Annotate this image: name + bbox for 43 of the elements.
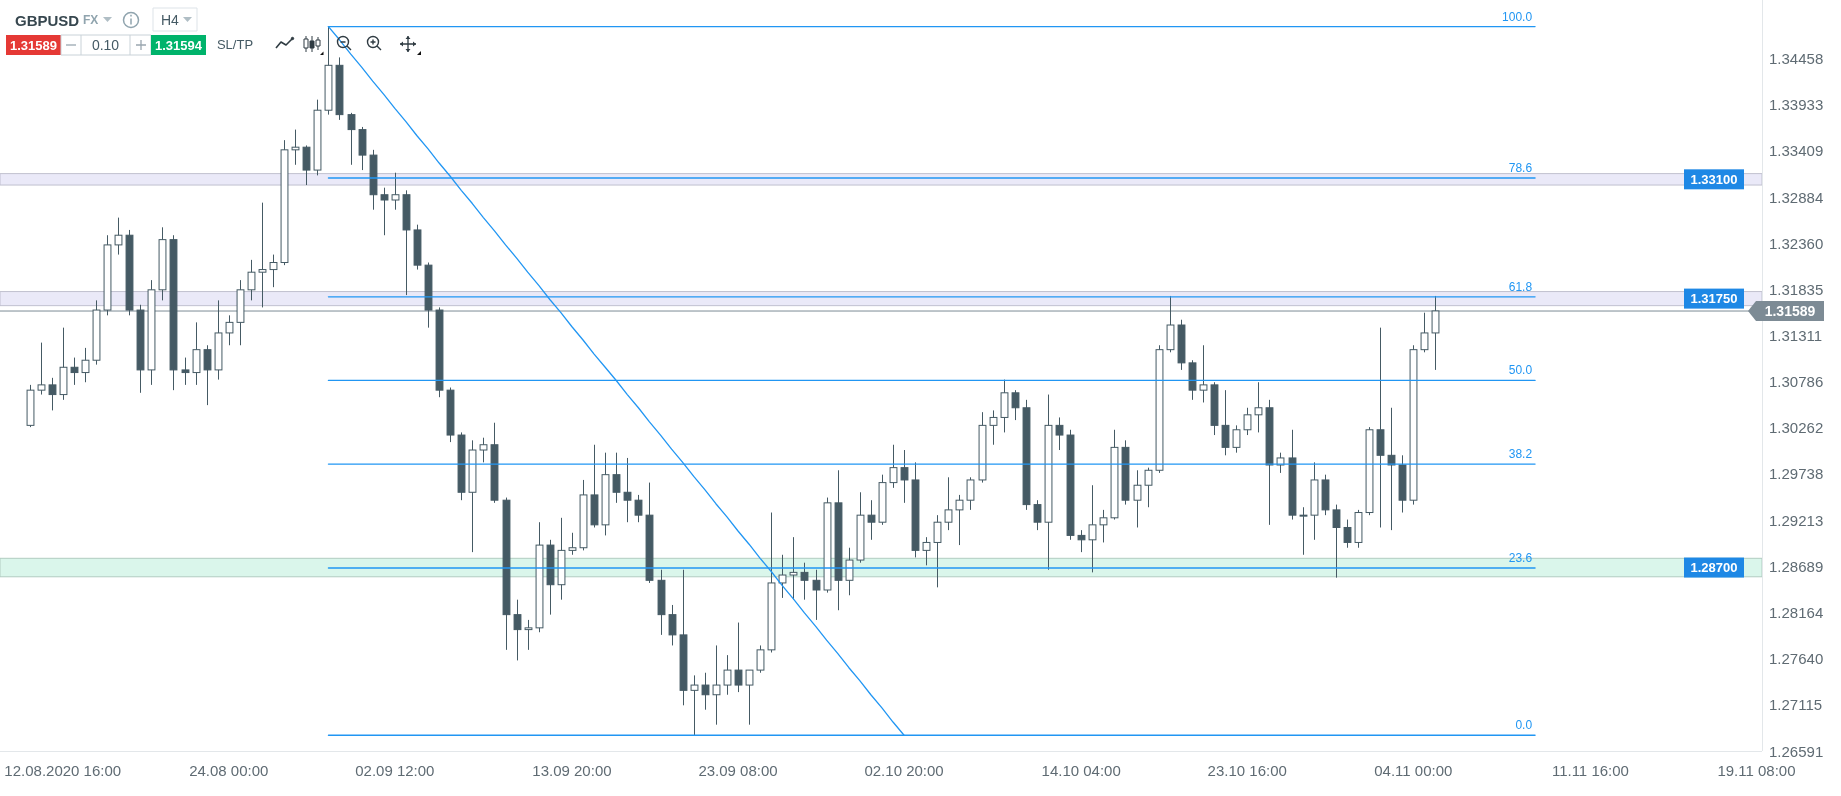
series-label: 78.6 (1508, 161, 1533, 175)
ref-line-label: 1.31589 (1764, 303, 1816, 320)
series-label: 50.0 (1508, 363, 1533, 378)
x-tick-label: 04.11 00:00 (1374, 761, 1453, 779)
x-tick-label: 14.10 04:00 (1041, 761, 1121, 779)
x-tick-label: 19.11 08:00 (1717, 761, 1796, 779)
series-label: 61.8 (1508, 279, 1533, 294)
y-tick-label: 1.33409 (1769, 142, 1824, 160)
annotation: FX (83, 13, 99, 27)
band-label: 1.28700 (1690, 560, 1738, 576)
x-tick-label: 23.10 16:00 (1207, 761, 1287, 779)
x-tick-label: 24.08 00:00 (189, 761, 269, 779)
series-label: 100.0 (1502, 9, 1533, 24)
y-tick-label: 1.29738 (1769, 465, 1824, 483)
y-tick-label: 1.27115 (1769, 696, 1823, 714)
y-tick-label: 1.28689 (1769, 557, 1824, 575)
band-label: 1.33100 (1690, 171, 1738, 187)
y-tick-label: 1.28164 (1769, 604, 1824, 622)
y-tick-label: 1.29213 (1769, 511, 1824, 529)
y-tick-label: 1.31311 (1769, 326, 1823, 344)
x-tick-label: 11.11 16:00 (1551, 761, 1629, 779)
y-tick-label: 1.32884 (1769, 188, 1824, 206)
series-label: 0.0 (1515, 718, 1533, 733)
x-tick-label: 02.09 12:00 (355, 761, 435, 779)
series-label: 38.2 (1508, 447, 1533, 462)
y-tick-label: 1.34458 (1769, 49, 1824, 67)
x-tick-label: 02.10 20:00 (864, 761, 944, 779)
band-label: 1.31750 (1690, 291, 1738, 307)
y-tick-label: 1.31835 (1769, 280, 1824, 298)
y-tick-label: 1.33933 (1769, 96, 1824, 114)
x-tick-label: 13.09 20:00 (532, 761, 612, 779)
series-label: 23.6 (1508, 550, 1533, 565)
y-tick-label: 1.27640 (1769, 650, 1824, 668)
y-tick-label: 1.30262 (1769, 419, 1824, 437)
annotation: 0.10 (91, 37, 120, 53)
y-tick-label: 1.30786 (1769, 373, 1824, 391)
x-tick-label: 12.08.2020 16:00 (4, 761, 122, 779)
annotation: SL/TP (216, 36, 254, 52)
annotation: H4 (161, 12, 180, 28)
text: GBPUSD (15, 11, 80, 29)
y-tick-label: 1.26591 (1769, 742, 1824, 760)
x-tick-label: 23.09 08:00 (698, 761, 778, 779)
y-tick-label: 1.32360 (1769, 234, 1824, 252)
